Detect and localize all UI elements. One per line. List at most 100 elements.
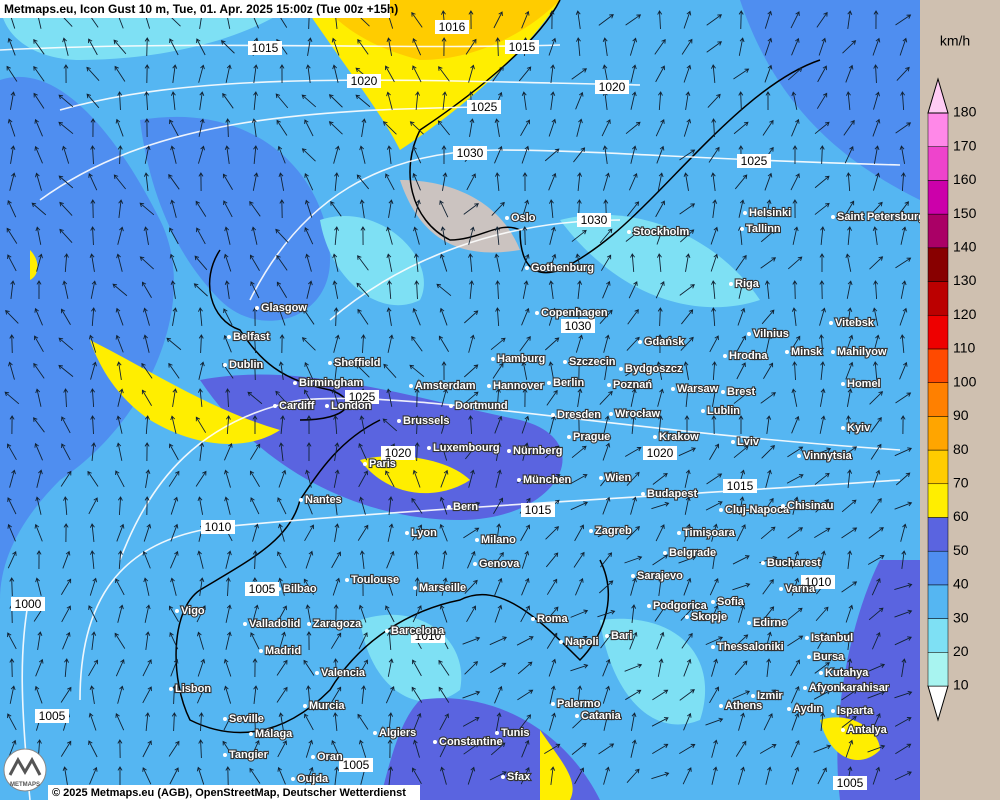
city-label: Bucharest [767, 557, 821, 569]
wind-arrow [738, 415, 744, 435]
wind-arrow [792, 361, 798, 381]
legend-tick-label: 120 [953, 306, 977, 322]
header-title: Metmaps.eu, Icon Gust 10 m, Tue, 01. Apr… [4, 2, 398, 16]
wind-arrow [250, 497, 260, 515]
city-label: Tangier [229, 749, 269, 761]
wind-arrow [712, 199, 718, 218]
wind-arrow [550, 91, 556, 110]
isobar-label-box [245, 582, 279, 596]
wind-arrow [787, 67, 803, 81]
wind-arrow [333, 604, 339, 624]
city-dot [638, 340, 642, 344]
wind-arrow [116, 442, 123, 461]
wind-arrow [462, 501, 481, 510]
isobar-label-box [801, 575, 835, 589]
wind-arrow [521, 199, 530, 218]
city-dot [223, 717, 227, 721]
wind-arrow [738, 37, 745, 56]
wind-arrow [439, 713, 449, 731]
wind-arrow [117, 388, 124, 407]
wind-arrow [277, 497, 287, 515]
wind-arrow [493, 11, 503, 29]
wind-arrow [252, 523, 259, 542]
wind-arrow [655, 524, 665, 542]
wind-arrow [90, 145, 96, 165]
wind-arrow [463, 743, 480, 755]
wind-arrow [762, 119, 774, 136]
city-label: Kyiv [847, 422, 871, 434]
wind-arrow [225, 118, 231, 138]
wind-arrow [631, 415, 637, 434]
isobar-labels: 1015 1016 1015 1020 1020 1025 1030 1025 1030 1030… [11, 20, 867, 790]
isobar-label-box [411, 629, 445, 643]
wind-arrow [630, 145, 637, 164]
wind-arrow [820, 226, 826, 246]
wind-arrow [869, 391, 884, 405]
city-label: Birmingham [299, 377, 363, 389]
city-dot [559, 640, 563, 644]
wind-arrow [277, 551, 287, 569]
wind-arrow [658, 91, 663, 111]
wind-arrow [7, 632, 17, 650]
wind-arrow [706, 14, 723, 26]
city-dot [551, 702, 555, 706]
wind-arrow [169, 227, 179, 245]
wind-arrow [706, 41, 723, 53]
wind-arrow [277, 307, 286, 326]
wind-arrow [441, 577, 448, 596]
wind-arrow [90, 199, 96, 219]
wind-arrow [170, 91, 176, 110]
wind-arrow [787, 256, 803, 270]
wind-arrow [196, 631, 205, 650]
wind-arrow [901, 658, 907, 677]
wind-arrow [549, 10, 555, 30]
wind-arrow [385, 65, 395, 83]
city-label: Zaragoza [313, 618, 362, 630]
city-dot [719, 508, 723, 512]
city-dot [531, 617, 535, 621]
city-dot [328, 361, 332, 365]
wind-arrow [651, 717, 669, 727]
city-dot [175, 609, 179, 613]
legend-unit: km/h [940, 33, 970, 49]
city-label: Oslo [511, 212, 536, 224]
wind-arrow [764, 172, 773, 191]
wind-arrow [278, 442, 284, 461]
wind-arrow [894, 447, 913, 457]
wind-arrow [710, 253, 719, 272]
wind-arrow [6, 65, 18, 82]
wind-arrow [711, 415, 717, 435]
city-label: Amsterdam [415, 380, 476, 392]
wind-arrow [412, 146, 422, 164]
wind-arrow [467, 550, 476, 569]
wind-arrow [33, 65, 45, 82]
city-dot [249, 732, 253, 736]
wind-arrow [5, 309, 19, 324]
wind-arrow [894, 583, 913, 590]
legend-band [927, 213, 949, 249]
wind-arrow [62, 37, 69, 56]
wind-arrow [733, 68, 750, 80]
wind-arrow [896, 66, 910, 81]
isobar-label-box [453, 146, 487, 160]
wind-arrow [8, 739, 17, 758]
wind-arrow [439, 740, 449, 758]
wind-arrow [760, 257, 777, 269]
city-dot [525, 266, 529, 270]
wind-arrow [708, 146, 720, 163]
wind-arrow [58, 364, 74, 377]
city-dot [685, 615, 689, 619]
city-dot [841, 728, 845, 732]
wind-arrow [685, 91, 691, 110]
wind-arrow [115, 658, 125, 677]
wind-arrow [143, 523, 152, 542]
wind-arrow [9, 685, 16, 704]
wind-arrow [145, 469, 151, 488]
wind-arrow [467, 766, 476, 785]
wind-arrow [438, 686, 450, 703]
wind-arrow [546, 632, 558, 649]
legend-tick-label: 150 [953, 205, 977, 221]
wind-arrow [387, 631, 392, 651]
wind-arrow [522, 280, 529, 299]
wind-arrow [114, 65, 126, 82]
